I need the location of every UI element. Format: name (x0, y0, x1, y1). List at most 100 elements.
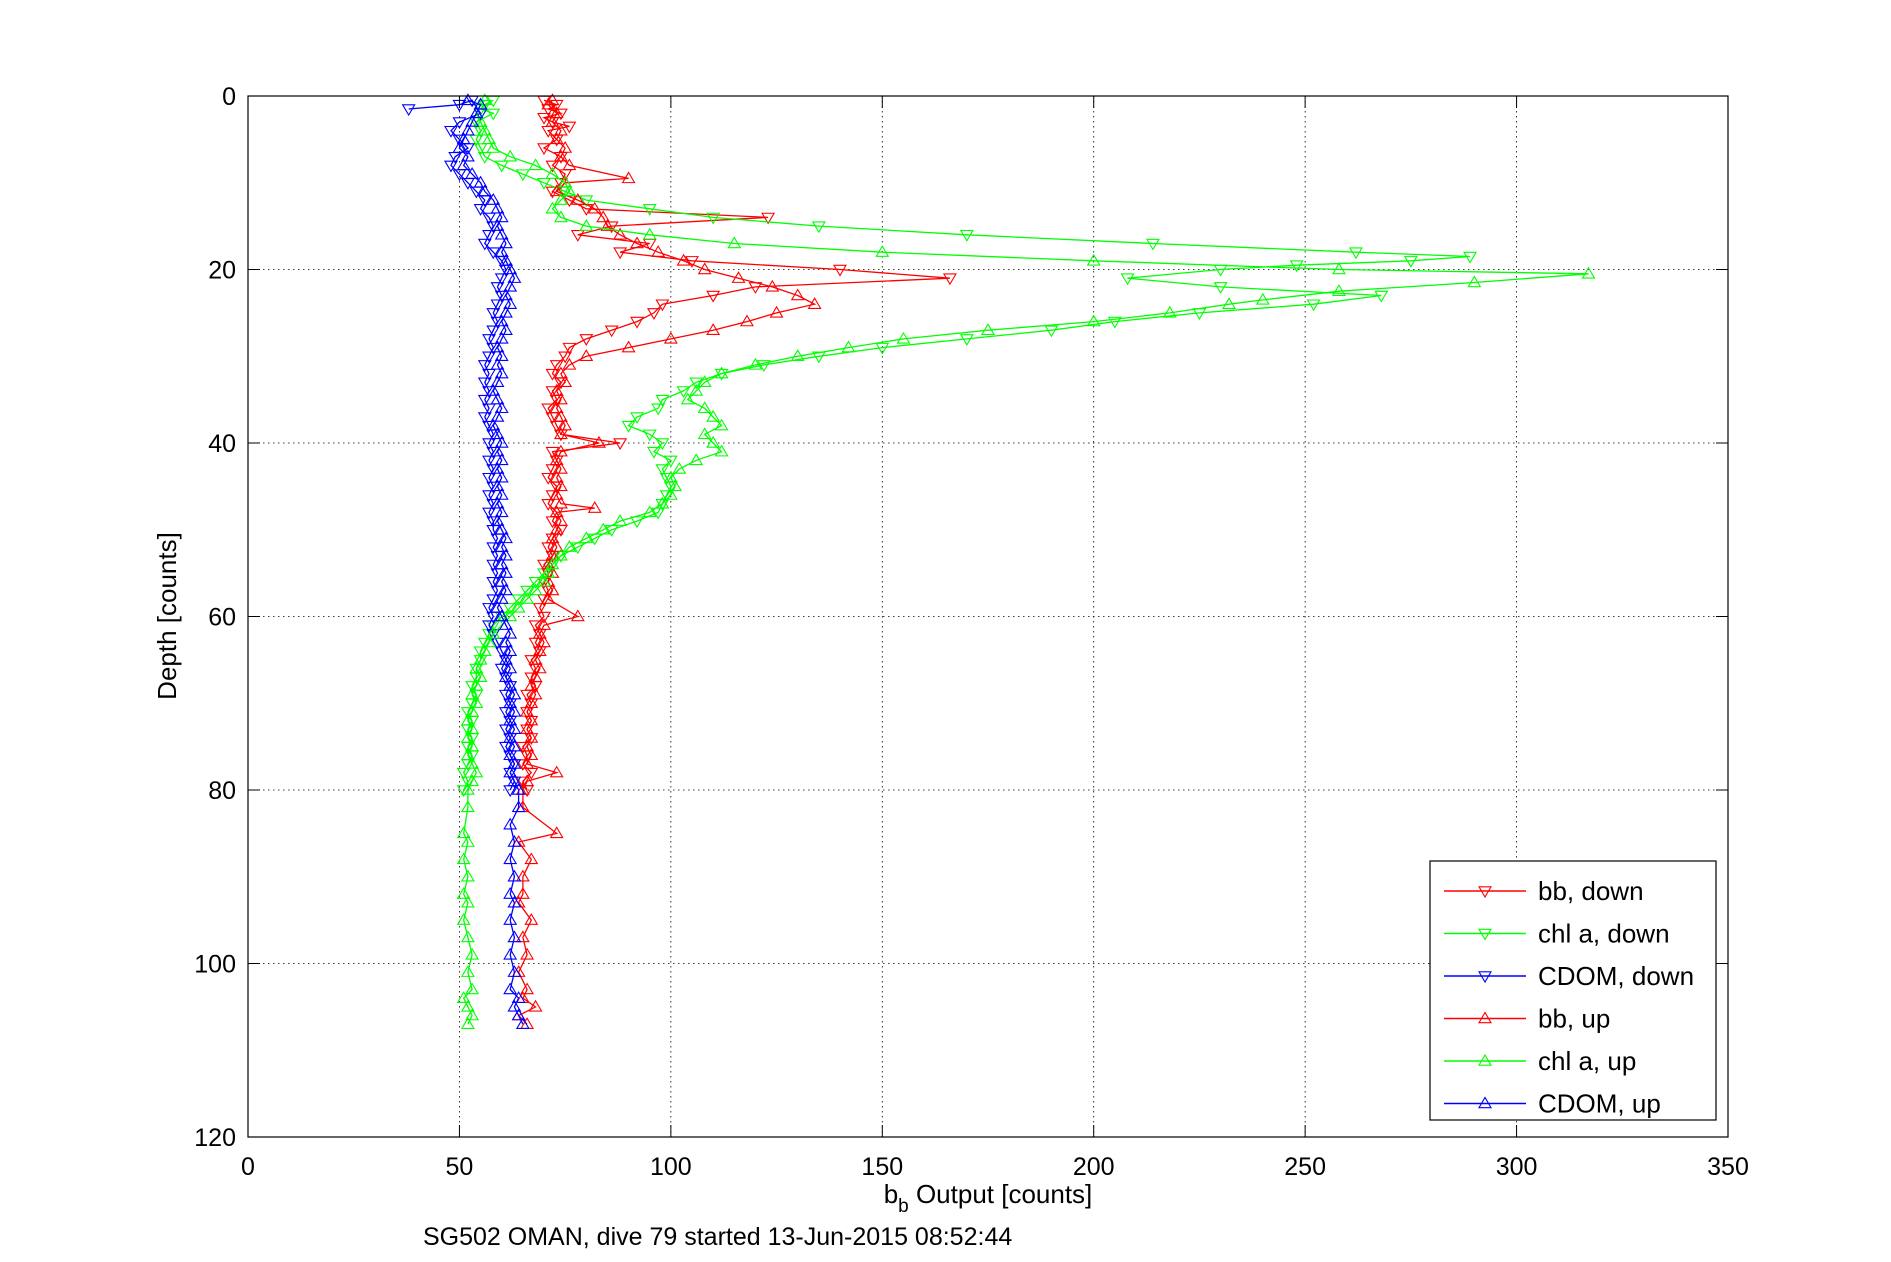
data-point (655, 438, 670, 451)
data-point (532, 603, 547, 615)
series-line (458, 99, 524, 1025)
data-point (748, 357, 763, 370)
data-point (477, 360, 492, 373)
data-point (545, 166, 560, 179)
data-point (503, 678, 518, 691)
data-point (537, 559, 551, 572)
legend-marker (1478, 886, 1492, 899)
data-point (1086, 253, 1101, 266)
data-point (507, 704, 522, 717)
data-point (494, 540, 509, 552)
data-point (503, 730, 518, 743)
data-point (490, 219, 505, 231)
data-point (553, 210, 568, 223)
data-point (486, 481, 501, 494)
data-point (477, 412, 492, 425)
data-point (490, 316, 505, 329)
data-point (494, 522, 509, 535)
data-point (503, 661, 518, 674)
data-point (477, 151, 492, 164)
data-point (486, 247, 501, 260)
data-point (545, 201, 560, 214)
data-point (486, 626, 501, 639)
data-point (790, 349, 805, 362)
data-point (549, 106, 564, 119)
data-point (486, 325, 501, 338)
x-axis-label-rest: Output [counts] (909, 1179, 1093, 1209)
data-point (520, 947, 535, 960)
data-point (532, 626, 547, 639)
data-point (507, 687, 522, 700)
data-point (456, 785, 471, 798)
data-point (553, 108, 568, 121)
data-point (460, 782, 475, 795)
data-point (477, 184, 492, 197)
data-point (503, 297, 518, 309)
data-point (1145, 238, 1160, 251)
data-point (477, 644, 492, 656)
data-point (524, 672, 539, 685)
data-point (1044, 325, 1059, 338)
data-point (676, 253, 691, 266)
data-point (507, 739, 522, 752)
data-point (490, 513, 505, 526)
data-point (549, 487, 564, 500)
data-point (469, 661, 484, 674)
data-point (1332, 262, 1346, 275)
data-point (579, 531, 594, 544)
data-point (765, 279, 780, 292)
data-point (456, 826, 471, 839)
legend-entry: bb, up (1444, 1004, 1610, 1034)
data-point (646, 308, 661, 320)
data-point (511, 782, 526, 795)
data-point (494, 609, 509, 622)
data-point (507, 869, 522, 882)
data-point (511, 600, 526, 613)
data-point (558, 140, 573, 153)
data-point (981, 323, 995, 335)
data-point (507, 999, 522, 1012)
data-point (482, 490, 496, 503)
x-axis-label: bb Output [counts] (884, 1179, 1093, 1217)
data-point (515, 887, 530, 899)
legend-marker (1478, 928, 1492, 941)
data-point (613, 513, 628, 526)
data-point (477, 238, 492, 251)
data-point (460, 713, 475, 726)
data-point (697, 262, 712, 275)
x-tick-label: 300 (1496, 1153, 1538, 1181)
data-point (875, 342, 890, 355)
data-point (477, 394, 492, 407)
data-point (515, 741, 530, 754)
data-point (507, 930, 522, 943)
legend-entry: chl a, up (1444, 1046, 1636, 1076)
data-point (515, 930, 530, 943)
data-point (642, 429, 657, 442)
data-point (655, 394, 670, 407)
data-point (579, 349, 594, 362)
data-point (621, 171, 636, 184)
data-point (494, 290, 509, 303)
data-point (401, 104, 416, 117)
data-point (490, 479, 505, 492)
data-point (545, 446, 560, 459)
data-point (761, 212, 776, 225)
data-point (553, 461, 568, 474)
data-point (549, 132, 564, 145)
data-point (613, 438, 628, 451)
data-point (465, 166, 480, 179)
data-point (689, 377, 704, 390)
data-point (553, 513, 568, 526)
data-point (553, 392, 568, 405)
data-point (473, 670, 488, 682)
data-point (553, 444, 568, 457)
data-point (549, 505, 564, 518)
data-point (562, 121, 577, 134)
data-point (537, 618, 551, 630)
data-point (473, 646, 488, 659)
data-point (503, 765, 518, 778)
data-point (642, 204, 657, 216)
data-point (553, 123, 568, 136)
data-point (541, 97, 556, 110)
data-point (630, 316, 644, 329)
